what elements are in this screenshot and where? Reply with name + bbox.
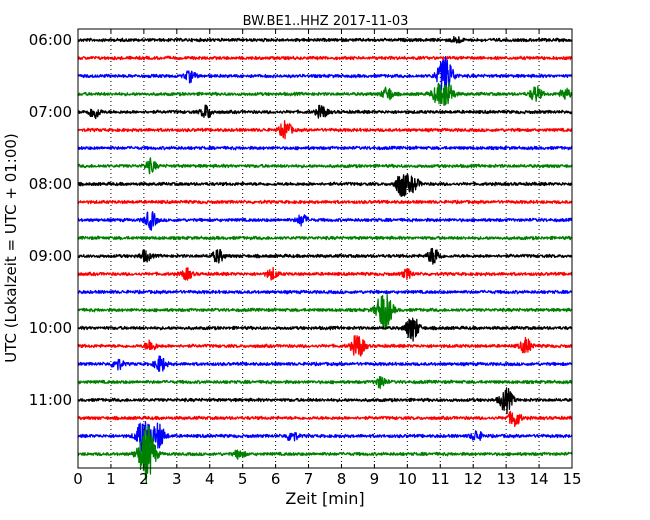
trace-row xyxy=(77,120,573,140)
trace-row xyxy=(77,317,573,342)
trace-row xyxy=(77,55,573,61)
trace-row xyxy=(77,81,573,107)
x-axis-label: Zeit [min] xyxy=(285,489,364,508)
y-tick-label: 11:00 xyxy=(29,391,72,409)
trace-line xyxy=(77,247,573,265)
trace-row xyxy=(77,55,573,97)
trace-line xyxy=(77,55,573,97)
x-tick-label: 6 xyxy=(271,470,281,488)
x-tick-label: 13 xyxy=(497,470,516,488)
trace-line xyxy=(77,293,573,331)
trace-row xyxy=(77,211,573,231)
x-tick-label: 12 xyxy=(464,470,483,488)
trace-row xyxy=(77,199,573,205)
y-tick-label: 08:00 xyxy=(29,175,72,193)
x-axis: 0 1 2 3 4 5 6 7 8 9 10 11 12 13 14 15 xyxy=(73,29,582,488)
trace-line xyxy=(77,335,573,357)
trace-row xyxy=(77,293,573,331)
x-tick-label: 11 xyxy=(431,470,450,488)
y-tick-label: 07:00 xyxy=(29,103,72,121)
trace-row xyxy=(77,157,573,175)
trace-row xyxy=(77,104,573,120)
trace-line xyxy=(77,157,573,175)
chart-title: BW.BE1..HHZ 2017-11-03 xyxy=(243,14,409,29)
x-tick-label: 14 xyxy=(530,470,549,488)
trace-row xyxy=(77,421,573,453)
y-tick-label: 10:00 xyxy=(29,319,72,337)
trace-row xyxy=(77,355,573,372)
trace-line xyxy=(77,35,573,44)
trace-line xyxy=(77,104,573,120)
x-tick-label: 7 xyxy=(304,470,314,488)
trace-line xyxy=(77,173,573,198)
trace-line xyxy=(77,289,573,295)
y-tick-label: 06:00 xyxy=(29,31,72,49)
trace-row xyxy=(77,235,573,241)
x-tick-label: 10 xyxy=(398,470,417,488)
x-tick-label: 3 xyxy=(172,470,182,488)
x-tick-label: 5 xyxy=(238,470,248,488)
x-tick-label: 8 xyxy=(337,470,347,488)
y-axis-label: UTC (Lokalzeit = UTC + 01:00) xyxy=(2,133,20,363)
x-tick-label: 15 xyxy=(562,470,581,488)
trace-line xyxy=(77,211,573,231)
trace-lines xyxy=(77,35,573,484)
trace-row xyxy=(77,387,573,415)
trace-line xyxy=(77,355,573,372)
y-axis: 06:00 07:00 08:00 09:00 10:00 11:00 xyxy=(29,31,572,409)
trace-line xyxy=(77,199,573,205)
trace-row xyxy=(77,335,573,357)
trace-line xyxy=(77,375,573,390)
x-tick-label: 1 xyxy=(106,470,116,488)
x-tick-label: 4 xyxy=(205,470,215,488)
trace-line xyxy=(77,266,573,281)
trace-line xyxy=(77,120,573,140)
trace-line xyxy=(77,410,573,428)
x-tick-label: 0 xyxy=(73,470,83,488)
trace-line xyxy=(77,55,573,61)
trace-row xyxy=(77,425,573,484)
trace-row xyxy=(77,266,573,281)
trace-row xyxy=(77,410,573,428)
trace-row xyxy=(77,173,573,198)
trace-row xyxy=(77,289,573,295)
trace-row xyxy=(77,375,573,390)
trace-row xyxy=(77,35,573,44)
trace-line xyxy=(77,317,573,342)
plot-frame xyxy=(77,28,573,469)
trace-line xyxy=(77,425,573,484)
trace-row xyxy=(77,145,573,151)
trace-line xyxy=(77,145,573,151)
x-tick-label: 2 xyxy=(139,470,149,488)
trace-line xyxy=(77,81,573,107)
trace-line xyxy=(77,387,573,415)
x-tick-label: 9 xyxy=(370,470,380,488)
y-tick-label: 09:00 xyxy=(29,247,72,265)
trace-line xyxy=(77,235,573,241)
trace-line xyxy=(77,421,573,453)
trace-row xyxy=(77,247,573,265)
